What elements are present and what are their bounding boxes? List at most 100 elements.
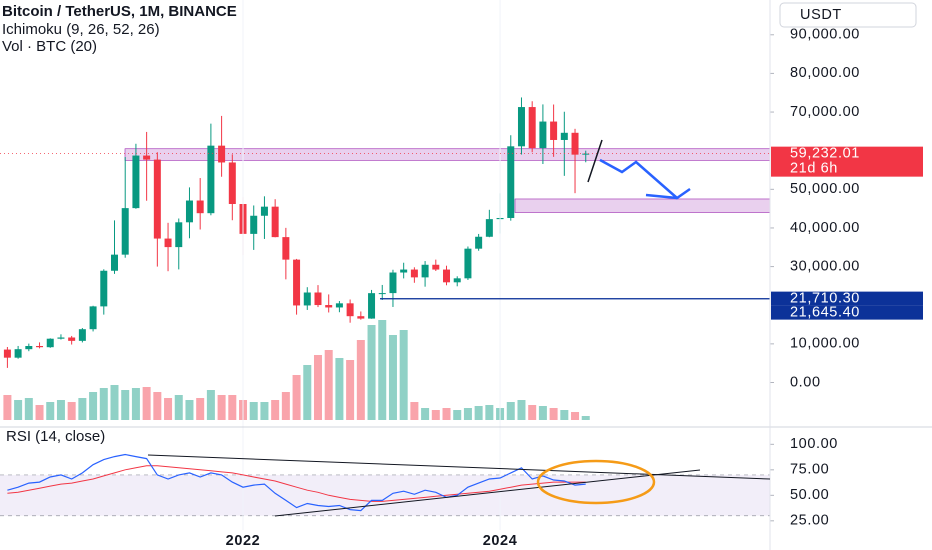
volume-bar [260, 402, 269, 420]
candle-body [46, 338, 54, 348]
volume-bar [560, 410, 569, 420]
price-label-box [771, 305, 923, 320]
candle-body [303, 292, 311, 306]
candle-body [175, 222, 183, 248]
candle-body [89, 306, 97, 330]
candle-body [464, 248, 472, 279]
candle-body [421, 264, 429, 278]
price-label-box [771, 146, 923, 177]
volume-bar [24, 398, 33, 420]
projection-drawing [645, 193, 678, 200]
candle-body [346, 303, 354, 317]
volume-bar [14, 400, 23, 420]
candle-body [36, 346, 44, 348]
candle-body [271, 206, 279, 238]
volume-bar [228, 395, 237, 420]
volume-bar [303, 365, 312, 420]
rsi-title: RSI (14, close) [6, 428, 105, 445]
volume-bar [410, 402, 419, 420]
volume-bar [506, 402, 515, 420]
candle-body [143, 155, 151, 160]
candle-body [378, 293, 386, 295]
candle-body [111, 254, 118, 271]
candle-body [432, 264, 440, 270]
price-label: 21,710.30 [790, 290, 860, 306]
volume-bar [35, 405, 44, 420]
indicator-label: Ichimoku (9, 26, 52, 26) [2, 21, 160, 38]
volume-bar [538, 406, 547, 420]
candle-body [410, 269, 418, 278]
candle-body [357, 316, 365, 319]
candle-body [400, 269, 408, 273]
volume-bar [356, 340, 365, 420]
candle-body [25, 346, 33, 350]
volume-bar [56, 400, 65, 420]
volume-bar [131, 388, 140, 420]
rsi-trendline [274, 469, 701, 517]
volume-bar [3, 395, 12, 420]
volume-bar [196, 398, 205, 420]
candle-body [100, 270, 108, 307]
y-tick-label: 75.00 [790, 462, 829, 478]
candle-body [121, 208, 129, 255]
volume-bar [153, 392, 162, 420]
rsi-trendline [147, 454, 771, 480]
volume-bar [206, 390, 215, 420]
volume-bar [431, 410, 440, 420]
price-label-extra: 21d 6h [790, 160, 838, 176]
candle-body [260, 206, 268, 216]
candle-body [78, 329, 86, 341]
candle-body [228, 162, 236, 204]
candle-body [528, 107, 536, 149]
trend-drawing [587, 139, 603, 183]
candle-body [153, 159, 161, 239]
candle-body [485, 219, 493, 237]
volume-bar [474, 406, 483, 420]
candle-body [132, 155, 140, 209]
candle-body [560, 132, 568, 140]
candle-body [14, 349, 22, 358]
rsi-line [7, 453, 586, 512]
volume-bar [89, 392, 98, 420]
volume-bar [324, 350, 333, 420]
volume-bar [142, 387, 151, 420]
candle-body [571, 132, 579, 155]
candle-body [57, 337, 65, 339]
volume-bar [185, 400, 194, 420]
volume-bar [549, 408, 558, 420]
volume-bar [281, 392, 290, 420]
y-tick-label: 50.00 [790, 487, 829, 503]
x-tick-label: 2024 [483, 533, 518, 549]
volume-bar [174, 395, 183, 420]
volume-bar [517, 400, 526, 420]
indicator-label: Vol · BTC (20) [2, 38, 97, 55]
candle-body [368, 293, 376, 319]
candle-body [539, 121, 547, 149]
candle-body [250, 215, 258, 234]
candle-body [550, 121, 558, 140]
currency-label: USDT [800, 7, 842, 23]
y-tick-label: 50,000.00 [790, 181, 860, 197]
candle-body [3, 349, 11, 358]
volume-bar [421, 408, 430, 420]
candle-body [293, 259, 301, 306]
candle-body [164, 238, 172, 248]
volume-bar [249, 402, 258, 420]
price-label: 21,645.40 [790, 304, 860, 320]
currency-box[interactable] [779, 2, 917, 28]
volume-bar [110, 385, 119, 420]
y-tick-label: 40,000.00 [790, 220, 860, 236]
volume-bar [67, 402, 76, 420]
y-tick-label: 0.00 [790, 374, 821, 390]
zone [514, 198, 771, 213]
volume-bar [271, 400, 280, 420]
volume-bar [463, 408, 472, 420]
volume-bar [453, 410, 462, 420]
candle-body [443, 269, 451, 283]
volume-bar [164, 398, 173, 420]
rsi-ma-line [7, 465, 586, 502]
candle-body [314, 292, 322, 306]
candle-body [185, 200, 193, 223]
